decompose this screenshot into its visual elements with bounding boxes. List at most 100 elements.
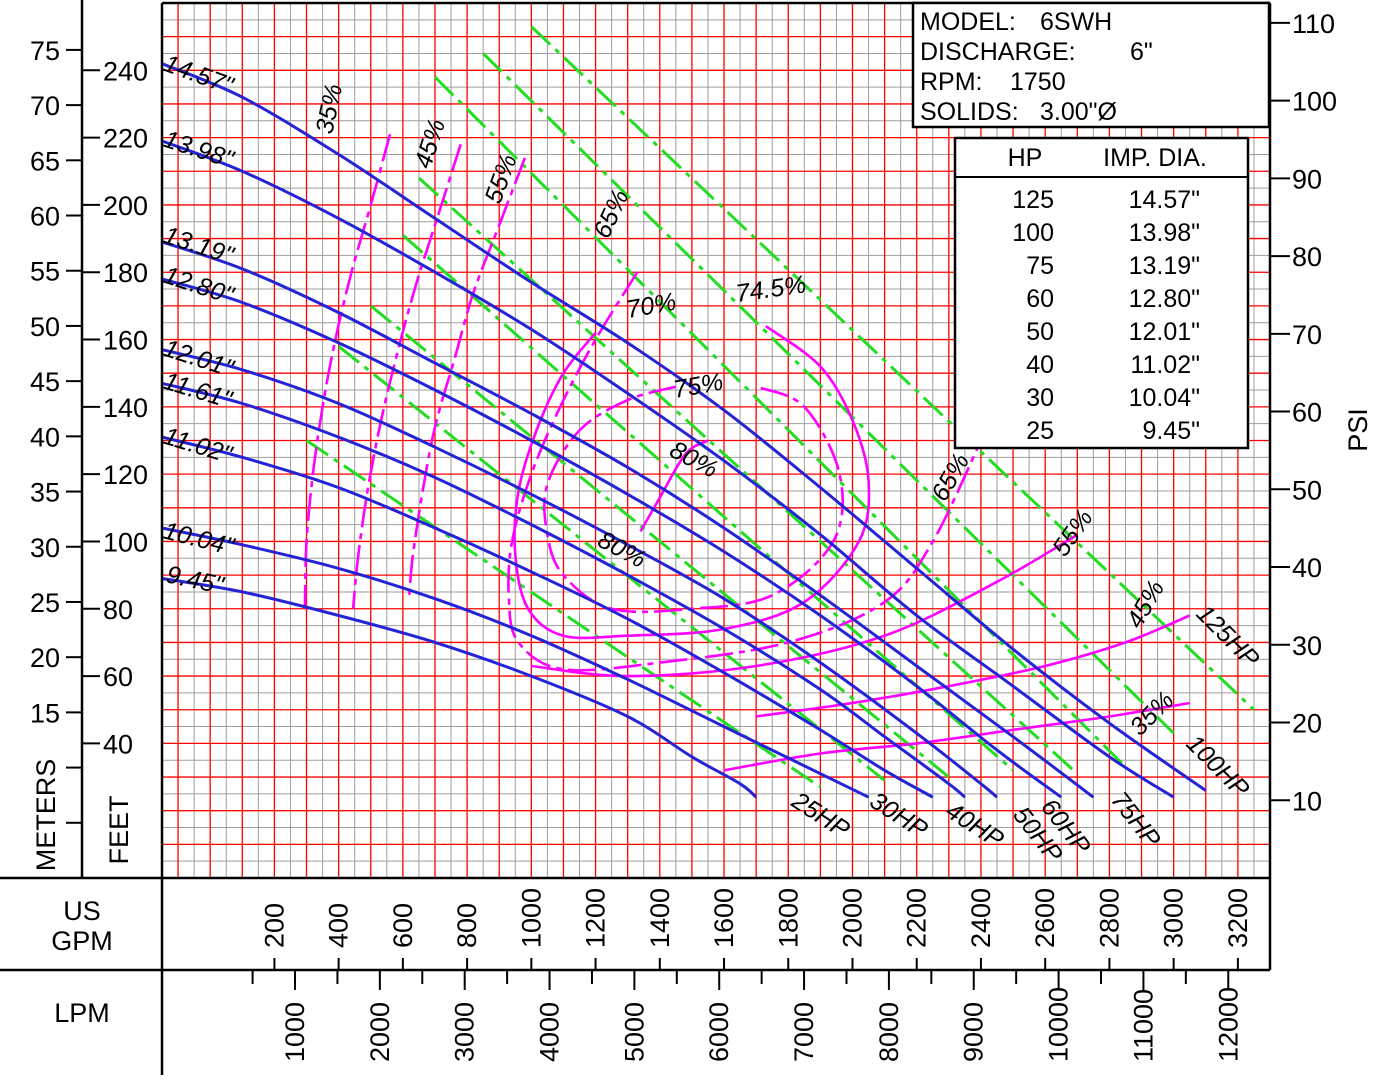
feet-tick-label: 240 — [103, 56, 148, 86]
gpm-tick-label: 2200 — [902, 888, 932, 948]
table-cell-dia: 11.02" — [1130, 351, 1200, 379]
right-axis-panel — [1271, 0, 1385, 1075]
gpm-tick-label: 1200 — [581, 888, 611, 948]
hp-lines — [305, 25, 1255, 789]
psi-tick-label: 10 — [1292, 786, 1322, 816]
meters-tick-label: 30 — [30, 533, 60, 563]
impeller-curve — [161, 139, 1175, 799]
solids-label: SOLIDS: — [920, 98, 1019, 126]
meters-axis-label: METERS — [31, 759, 61, 872]
gpm-axis-label-line1: US — [63, 896, 101, 926]
impeller-curve — [161, 526, 870, 799]
feet-tick-label: 80 — [103, 595, 133, 625]
feet-tick-label: 200 — [103, 191, 148, 221]
left-axis-panel — [0, 0, 161, 1075]
gpm-tick-label: 1400 — [645, 888, 675, 948]
efficiency-curve — [351, 143, 462, 609]
gpm-tick-label: 600 — [388, 903, 418, 948]
meters-tick-label: 55 — [30, 257, 60, 287]
impeller-curve — [161, 381, 966, 799]
gpm-tick-label: 800 — [452, 903, 482, 948]
hp-line — [417, 176, 1079, 775]
impeller-curve — [161, 62, 1207, 792]
feet-tick-label: 60 — [103, 662, 133, 692]
psi-tick-label: 80 — [1292, 242, 1322, 272]
table-cell-dia: 9.45" — [1142, 417, 1200, 445]
lpm-tick-label: 8000 — [874, 1002, 904, 1062]
table-cell-dia: 12.80" — [1129, 285, 1200, 313]
lpm-tick-label: 7000 — [789, 1002, 819, 1062]
gpm-tick-label: 2400 — [966, 888, 996, 948]
feet-tick-label: 180 — [103, 258, 148, 288]
table-cell-hp: 60 — [1026, 285, 1054, 313]
lpm-tick-label: 3000 — [450, 1002, 480, 1062]
efficiency-curves — [303, 133, 1191, 772]
efficiency-curve — [513, 325, 871, 640]
rpm-label: RPM: — [920, 68, 983, 96]
efficiency-curve — [303, 133, 392, 609]
gpm-tick-label: 1600 — [709, 888, 739, 948]
discharge-label: DISCHARGE: — [920, 38, 1076, 66]
efficiency-curve — [531, 533, 1078, 678]
lpm-tick-label: 5000 — [619, 1002, 649, 1062]
hp-line — [305, 439, 822, 789]
psi-tick-label: 40 — [1292, 553, 1322, 583]
efficiency-curve — [543, 385, 844, 614]
feet-tick-label: 160 — [103, 326, 148, 356]
axes: 40 60 80 100 120 140 160 180 200 220 240 15 20 25 30 35… — [30, 9, 1373, 1062]
efficiency-curve — [507, 271, 983, 672]
model-label: MODEL: — [920, 8, 1016, 36]
lpm-tick-label: 2000 — [365, 1002, 395, 1062]
meters-tick-label: 35 — [30, 478, 60, 508]
table-cell-hp: 75 — [1026, 252, 1054, 280]
table-cell-hp: 30 — [1026, 384, 1054, 412]
discharge-value: 6" — [1130, 38, 1153, 66]
table-cell-hp: 125 — [1012, 186, 1054, 214]
gpm-tick-label: 2600 — [1030, 888, 1060, 948]
psi-tick-label: 110 — [1292, 9, 1335, 39]
table-cell-dia: 12.01" — [1129, 318, 1200, 346]
model-value: 6SWH — [1040, 8, 1112, 36]
impeller-curve — [161, 348, 998, 799]
psi-tick-label: 60 — [1292, 398, 1322, 428]
meters-tick-label: 70 — [30, 91, 60, 121]
hp-line — [433, 75, 1127, 768]
lpm-tick-label: 4000 — [535, 1002, 565, 1062]
hp-line — [337, 345, 886, 782]
impeller-curve — [161, 435, 934, 799]
meters-tick-label: 20 — [30, 643, 60, 673]
gpm-axis-label-line2: GPM — [51, 926, 113, 956]
gpm-tick-label: 2800 — [1094, 888, 1124, 948]
meters-tick-label: 65 — [30, 146, 60, 176]
hp-line — [482, 52, 1175, 735]
psi-tick-label: 90 — [1292, 164, 1322, 194]
gpm-tick-label: 3200 — [1223, 888, 1253, 948]
bottom-axis-panel — [0, 878, 1385, 1075]
psi-tick-label: 100 — [1292, 87, 1337, 117]
lpm-tick-label: 12000 — [1213, 987, 1243, 1062]
meters-tick-label: 25 — [30, 588, 60, 618]
feet-tick-label: 120 — [103, 460, 148, 490]
gpm-tick-label: 200 — [259, 903, 289, 948]
feet-tick-label: 220 — [103, 124, 148, 154]
table-cell-dia: 14.57" — [1129, 186, 1200, 214]
meters-tick-label: 75 — [30, 36, 60, 66]
hp-line — [530, 25, 1255, 711]
table-cell-dia: 13.19" — [1129, 252, 1200, 280]
gpm-tick-label: 2000 — [837, 888, 867, 948]
feet-tick-label: 40 — [103, 729, 133, 759]
lpm-tick-label: 9000 — [959, 1002, 989, 1062]
solids-value: 3.00"Ø — [1040, 98, 1117, 126]
psi-tick-label: 20 — [1292, 709, 1322, 739]
efficiency-curve — [408, 157, 527, 596]
table-cell-hp: 40 — [1026, 351, 1054, 379]
gpm-tick-label: 3000 — [1159, 888, 1189, 948]
table-cell-dia: 10.04" — [1129, 384, 1200, 412]
meters-tick-label: 15 — [30, 698, 60, 728]
hp-diameter-table: HP IMP. DIA. 125 14.57" 100 13.98" 75 13.19" 6… — [953, 136, 1250, 450]
lpm-tick-label: 1000 — [280, 1002, 310, 1062]
psi-tick-label: 70 — [1292, 320, 1322, 350]
